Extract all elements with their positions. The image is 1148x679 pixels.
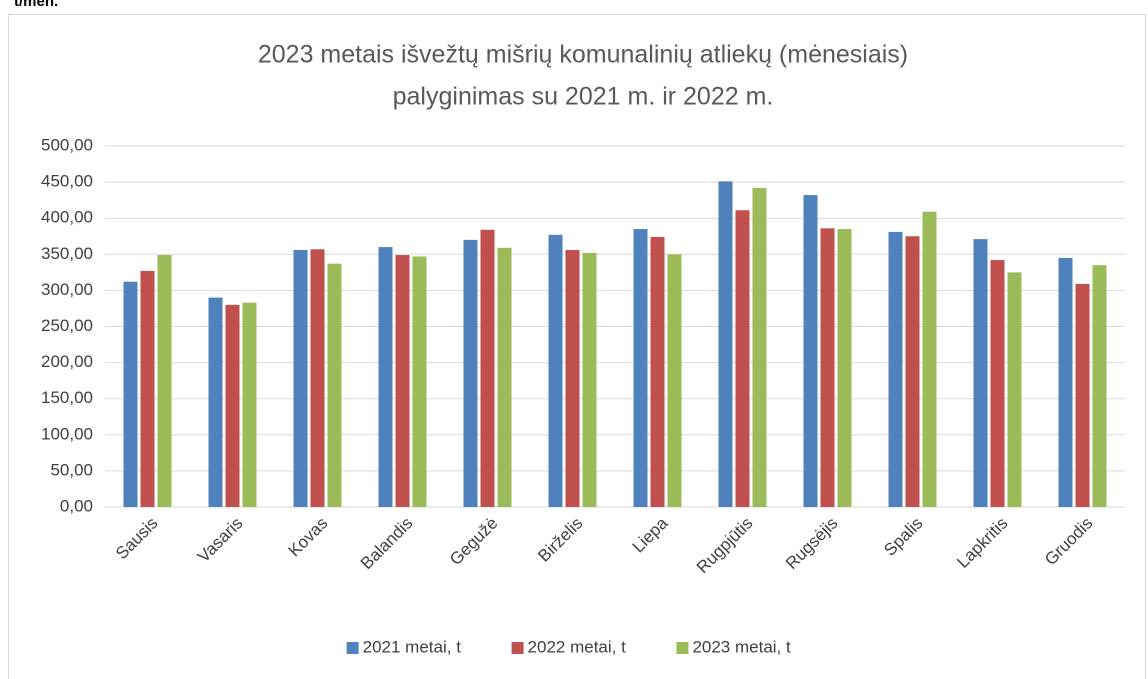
bar (1092, 265, 1107, 507)
y-tick-label: 50,00 (50, 460, 93, 479)
bar (888, 231, 903, 507)
bar (140, 270, 155, 507)
legend-label: 2021 metai, t (363, 637, 462, 656)
bar (650, 236, 665, 508)
bar (327, 263, 342, 507)
bar (497, 247, 512, 507)
bar (480, 229, 495, 507)
y-tick-label: 300,00 (41, 280, 93, 299)
bar (293, 249, 308, 507)
bar (157, 255, 172, 507)
bar (242, 302, 257, 507)
bar (395, 255, 410, 507)
bar (548, 234, 563, 507)
bar (582, 252, 597, 507)
bar (803, 195, 818, 507)
unit-note: t/mėn. (14, 0, 58, 10)
bar (463, 239, 478, 508)
y-tick-label: 450,00 (41, 172, 93, 191)
chart-title: 2023 metais išvežtų mišrių komunalinių a… (258, 41, 908, 69)
bar (412, 256, 427, 507)
y-tick-label: 0,00 (60, 496, 93, 515)
bar (1007, 272, 1022, 507)
bar (208, 297, 223, 507)
legend-swatch (676, 642, 689, 654)
bar (735, 210, 750, 507)
bar (633, 229, 648, 507)
bar (752, 187, 767, 507)
y-tick-label: 150,00 (41, 388, 93, 407)
bar (667, 254, 682, 507)
bar (310, 249, 325, 507)
bar (922, 211, 937, 507)
y-tick-label: 250,00 (41, 316, 93, 335)
bar (225, 304, 240, 507)
bar (123, 281, 138, 507)
legend-swatch (346, 642, 359, 654)
bar (837, 229, 852, 507)
y-tick-label: 100,00 (41, 424, 93, 443)
bar (820, 228, 835, 508)
y-tick-label: 200,00 (41, 352, 93, 371)
bar (990, 260, 1005, 507)
legend-label: 2023 metai, t (692, 637, 791, 656)
y-tick-label: 400,00 (41, 208, 93, 227)
bar (1058, 257, 1073, 507)
chart-title: palyginimas su 2021 m. ir 2022 m. (393, 83, 774, 111)
bar (905, 236, 920, 507)
legend-swatch (511, 642, 524, 654)
y-tick-label: 350,00 (41, 244, 93, 263)
bar (973, 239, 988, 507)
bar (1075, 283, 1090, 507)
bar (565, 249, 580, 507)
legend-label: 2022 metai, t (528, 637, 627, 656)
bar (378, 247, 393, 507)
bar (718, 181, 733, 508)
y-tick-label: 500,00 (41, 135, 93, 154)
